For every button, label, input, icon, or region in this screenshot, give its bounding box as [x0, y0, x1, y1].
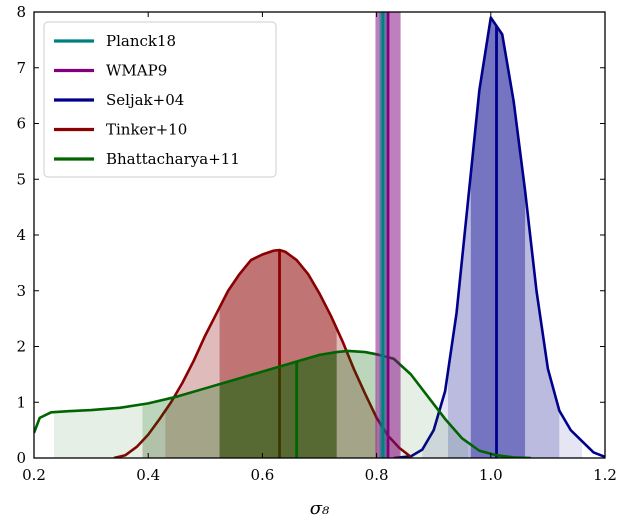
tinker-10-curve: [113, 248, 412, 458]
y-tick-label: 8: [16, 3, 26, 21]
axis-ticks: 0.2 0.4 0.6 0.8 1.0 1.2 0 1 2 3 4 5 6 7 8: [16, 3, 616, 484]
legend-box: [43, 21, 277, 178]
y-tick-label: 2: [16, 338, 26, 356]
y-tick-label: 5: [16, 170, 26, 188]
bhattacharya-11-3sigma-fill: [53, 350, 468, 458]
seljak-04-curve: [393, 16, 605, 458]
y-tick-label: 3: [16, 282, 26, 300]
x-axis-label: σ₈: [310, 498, 330, 519]
x-tick-label: 0.6: [250, 466, 274, 484]
legend-label-planck18: Planck18: [106, 32, 176, 50]
y-tick-label: 0: [16, 449, 26, 467]
x-tick-label: 0.8: [365, 466, 389, 484]
legend: Planck18 WMAP9 Seljak+04 Tinker+10 Bhattacha…: [43, 21, 277, 178]
legend-label-tinker-10: Tinker+10: [106, 121, 187, 139]
x-tick-label: 1.2: [593, 466, 617, 484]
y-tick-label: 6: [16, 115, 26, 133]
legend-label-bhattacharya-11: Bhattacharya+11: [106, 150, 240, 168]
x-tick-label: 0.4: [136, 466, 160, 484]
legend-label-wmap9: WMAP9: [106, 62, 167, 80]
bhattacharya-11-curve: [34, 349, 531, 458]
y-tick-label: 7: [16, 59, 26, 77]
legend-label-seljak-04: Seljak+04: [106, 91, 184, 109]
bhattacharya-11-1sigma-fill: [219, 352, 337, 458]
seljak-04-1sigma-fill: [470, 17, 526, 458]
x-tick-label: 1.0: [479, 466, 503, 484]
y-tick-label: 1: [16, 393, 26, 411]
plot-area: [34, 12, 605, 458]
x-tick-label: 0.2: [22, 466, 46, 484]
bhattacharya-11-2sigma-fill: [142, 350, 377, 458]
tinker-10-1sigma-fill: [219, 250, 337, 458]
seljak-04-3sigma-fill: [422, 17, 583, 458]
tinker-10-3sigma-fill: [142, 250, 400, 458]
y-tick-label: 4: [16, 226, 26, 244]
